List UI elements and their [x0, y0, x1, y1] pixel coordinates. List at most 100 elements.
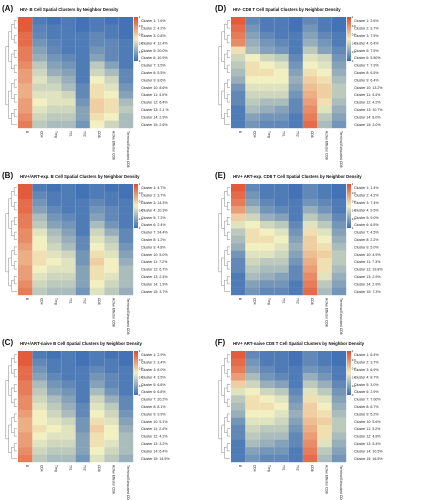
heatmap-cell — [302, 272, 318, 281]
row-label: Cluster 10: 13.2% — [354, 86, 383, 90]
heatmap-cell — [231, 105, 246, 114]
heatmap-cell — [317, 221, 332, 229]
heatmap-cell — [317, 39, 332, 47]
dendrogram-branch — [224, 387, 228, 403]
row-label: Cluster 13: 2.1 % — [141, 108, 169, 112]
colorbar-tick: 0 — [352, 59, 354, 63]
dendrogram-branch — [5, 46, 9, 106]
heatmap-cell — [302, 105, 318, 114]
heatmap-cell — [118, 221, 134, 229]
colorbar-tick: 0.8 — [139, 24, 143, 28]
heatmap-cell — [274, 17, 289, 25]
heatmap-cell — [302, 31, 318, 40]
heatmap-cell — [331, 287, 347, 296]
heatmap-cell — [118, 432, 134, 440]
heatmap-cell — [302, 213, 318, 222]
heatmap-cell — [317, 61, 332, 69]
heatmap-cell — [32, 402, 47, 411]
row-label: Cluster 3: 7.4% — [354, 201, 379, 205]
heatmap-cell — [231, 280, 246, 288]
heatmap-cell — [89, 221, 105, 229]
heatmap-cell — [302, 417, 318, 426]
row-label: Cluster 4: 12.4% — [141, 41, 168, 45]
heatmap-cell — [317, 373, 332, 381]
dendrogram-branch — [224, 358, 228, 374]
heatmap-cell — [32, 272, 47, 281]
heatmap-cell — [259, 402, 275, 411]
heatmap-cell — [118, 250, 134, 259]
dendrogram-branch — [227, 398, 230, 407]
heatmap-cell — [317, 358, 332, 366]
row-label: Cluster 12: 6.4% — [141, 101, 168, 105]
panel-title: HIV- CD8 T Cell Spatial Clusters by Neig… — [233, 7, 341, 12]
heatmap-cell — [288, 68, 304, 77]
dendrogram-branch — [14, 231, 17, 240]
heatmap-cell — [274, 54, 289, 62]
heatmap-cell — [104, 365, 119, 374]
heatmap-cell — [288, 243, 304, 251]
heatmap-cell — [61, 98, 76, 106]
heatmap-cell — [75, 380, 91, 389]
heatmap-cell — [18, 447, 33, 455]
heatmap-cell — [288, 380, 304, 389]
heatmap-cell — [46, 402, 62, 411]
heatmap-cell — [118, 395, 134, 403]
heatmap-cell — [89, 373, 105, 381]
column-label: Treg — [54, 131, 58, 138]
heatmap-cell — [317, 91, 332, 99]
colorbar-tick: 0.6 — [139, 367, 143, 371]
heatmap-cell — [46, 98, 62, 106]
heatmap-cell — [89, 287, 105, 296]
heatmap-cell — [89, 417, 105, 426]
dendrogram-branch — [227, 94, 230, 103]
heatmap-cell — [245, 417, 260, 426]
heatmap-cell — [274, 410, 289, 418]
heatmap-cell — [302, 113, 318, 121]
heatmap-cell — [259, 235, 275, 244]
row-label: Cluster 5: 20.0% — [141, 49, 168, 53]
colorbar-tick: 0.8 — [139, 358, 143, 362]
heatmap-cell — [61, 287, 76, 296]
column-label: CD4 — [40, 298, 44, 305]
heatmap-cell — [104, 91, 119, 99]
heatmap-cell — [118, 454, 134, 463]
heatmap-cell — [331, 17, 347, 25]
dendrogram-branch — [14, 398, 17, 407]
heatmap-cell — [302, 120, 318, 129]
heatmap-cell — [302, 91, 318, 99]
heatmap-cell — [89, 24, 105, 32]
heatmap-cell — [75, 447, 91, 455]
heatmap-cell — [46, 280, 62, 288]
dendrogram-branch — [227, 443, 230, 452]
row-label: Cluster 6: 10.9% — [141, 56, 168, 60]
heatmap-cell — [32, 358, 47, 366]
heatmap-cell — [259, 91, 275, 99]
heatmap-cell — [118, 113, 134, 121]
heatmap-cell — [18, 228, 33, 236]
row-label: Cluster 9: 6.4% — [354, 78, 379, 82]
heatmap-cell — [104, 272, 119, 281]
heatmap-cell — [32, 17, 47, 25]
heatmap-cell — [32, 432, 47, 440]
heatmap-cell — [118, 351, 134, 359]
heatmap-cell — [317, 395, 332, 403]
heatmap-cell — [32, 113, 47, 121]
heatmap-cell — [75, 39, 91, 47]
heatmap-cell — [61, 235, 76, 244]
heatmap-cell — [18, 280, 33, 288]
heatmap-cell — [61, 83, 76, 92]
heatmap-cell — [46, 206, 62, 214]
heatmap-cell — [18, 425, 33, 433]
heatmap-cell — [61, 432, 76, 440]
heatmap-cell — [317, 17, 332, 25]
dendrogram-branch — [11, 417, 15, 433]
heatmap-cell — [89, 98, 105, 106]
column-label: Th1 — [68, 131, 72, 137]
heatmap-cell — [61, 402, 76, 411]
heatmap-cell — [104, 46, 119, 55]
row-label: Cluster 8: 6.5% — [354, 71, 379, 75]
heatmap-cell — [245, 39, 260, 47]
heatmap-cell — [46, 61, 62, 69]
heatmap-cell — [104, 402, 119, 411]
heatmap-cell — [331, 61, 347, 69]
